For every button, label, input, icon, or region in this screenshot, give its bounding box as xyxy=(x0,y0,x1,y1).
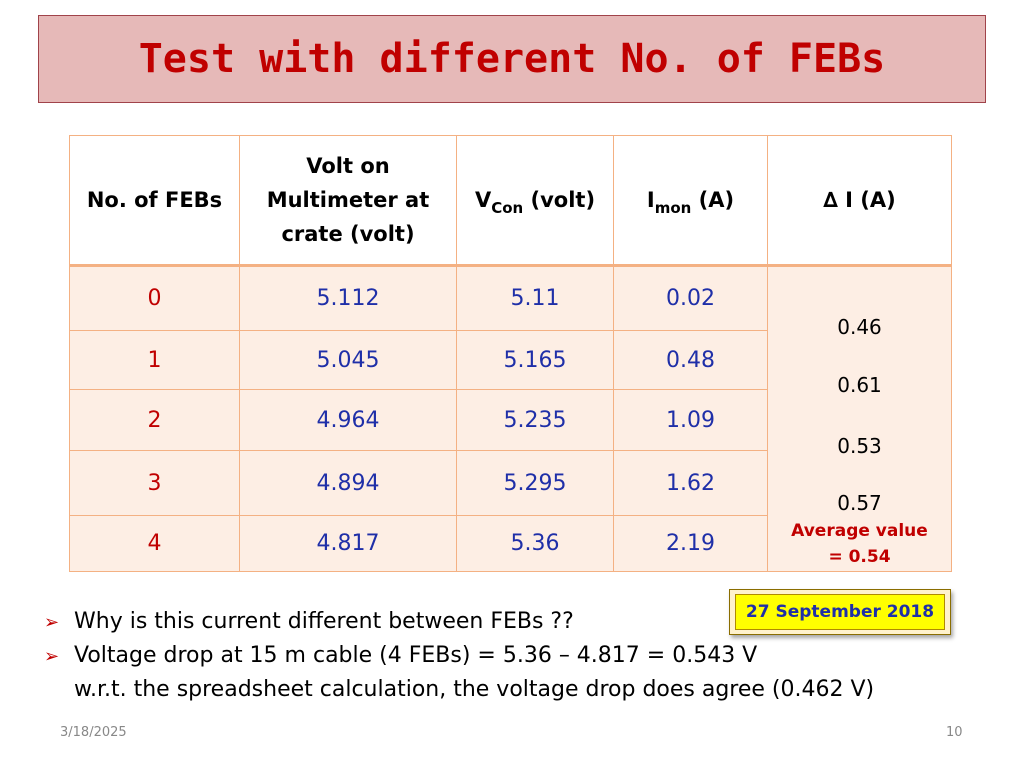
table-row: 2 4.964 5.235 1.09 xyxy=(69,389,952,451)
header-imon-sub: mon xyxy=(654,199,692,217)
imon-cell: 0.02 xyxy=(613,265,768,331)
date-badge-label: 27 September 2018 xyxy=(735,594,945,630)
imon-cell: 1.62 xyxy=(613,450,768,516)
vcon-cell: 5.36 xyxy=(456,515,614,572)
header-vcon: VCon (volt) xyxy=(456,135,614,267)
multimeter-volt-cell: 5.112 xyxy=(239,265,457,331)
footer-date: 3/18/2025 xyxy=(60,725,127,740)
feb-count-cell: 4 xyxy=(69,515,240,572)
bullet-text: Why is this current different between FE… xyxy=(74,609,574,634)
arrow-bullet-icon: ➢ xyxy=(44,612,60,633)
header-multimeter-line2: Multimeter at xyxy=(266,188,430,212)
imon-cell: 1.09 xyxy=(613,389,768,451)
bullet-text: Voltage drop at 15 m cable (4 FEBs) = 5.… xyxy=(74,643,758,668)
header-imon: Imon (A) xyxy=(613,135,768,267)
vcon-cell: 5.165 xyxy=(456,330,614,390)
vcon-cell: 5.235 xyxy=(456,389,614,451)
multimeter-volt-cell: 4.964 xyxy=(239,389,457,451)
feb-count-cell: 1 xyxy=(69,330,240,390)
bullet-continuation: w.r.t. the spreadsheet calculation, the … xyxy=(74,677,875,702)
vcon-cell: 5.11 xyxy=(456,265,614,331)
header-multimeter-line1: Volt on xyxy=(306,154,390,178)
header-imon-main: I xyxy=(646,188,655,212)
table-header-row: No. of FEBs Volt on Multimeter at crate … xyxy=(69,135,952,267)
delta-i-column: 0.46 0.61 0.53 0.57 Average value = 0.54 xyxy=(767,265,952,572)
multimeter-volt-cell: 4.817 xyxy=(239,515,457,572)
table-row: 1 5.045 5.165 0.48 xyxy=(69,330,952,390)
table-row: 0 5.112 5.11 0.02 0.46 0.61 0.53 0.57 Av… xyxy=(69,265,952,572)
vcon-cell: 5.295 xyxy=(456,450,614,516)
bullet-item: ➢ Voltage drop at 15 m cable (4 FEBs) = 5… xyxy=(44,643,757,668)
header-delta-label: ∆ I (A) xyxy=(823,188,896,212)
header-delta-i: ∆ I (A) xyxy=(767,135,952,267)
feb-test-table: No. of FEBs Volt on Multimeter at crate … xyxy=(69,135,952,572)
delta-value: 0.46 xyxy=(837,315,882,339)
slide-title: Test with different No. of FEBs xyxy=(138,36,886,82)
date-badge: 27 September 2018 xyxy=(729,589,951,635)
imon-cell: 0.48 xyxy=(613,330,768,390)
delta-value: 0.57 xyxy=(837,491,882,515)
title-banner: Test with different No. of FEBs xyxy=(38,15,986,103)
arrow-bullet-icon: ➢ xyxy=(44,646,60,667)
delta-value: 0.61 xyxy=(837,373,882,397)
bullet-item: ➢ Why is this current different between F… xyxy=(44,609,574,634)
header-no-of-febs-label: No. of FEBs xyxy=(86,188,223,212)
multimeter-volt-cell: 5.045 xyxy=(239,330,457,390)
page-number: 10 xyxy=(946,725,963,740)
imon-cell: 2.19 xyxy=(613,515,768,572)
feb-count-cell: 0 xyxy=(69,265,240,331)
average-label: Average value xyxy=(791,521,928,541)
header-vcon-main: V xyxy=(474,188,492,212)
header-multimeter-volt: Volt on Multimeter at crate (volt) xyxy=(239,135,457,267)
table-row: 4 4.817 5.36 2.19 xyxy=(69,515,952,572)
header-vcon-sub: Con xyxy=(491,199,524,217)
feb-count-cell: 2 xyxy=(69,389,240,451)
header-imon-unit: (A) xyxy=(691,188,735,212)
multimeter-volt-cell: 4.894 xyxy=(239,450,457,516)
average-value: = 0.54 xyxy=(828,547,891,567)
delta-value: 0.53 xyxy=(837,434,882,458)
feb-count-cell: 3 xyxy=(69,450,240,516)
header-vcon-unit: (volt) xyxy=(523,188,596,212)
header-multimeter-line3: crate (volt) xyxy=(281,222,415,246)
header-no-of-febs: No. of FEBs xyxy=(69,135,240,267)
